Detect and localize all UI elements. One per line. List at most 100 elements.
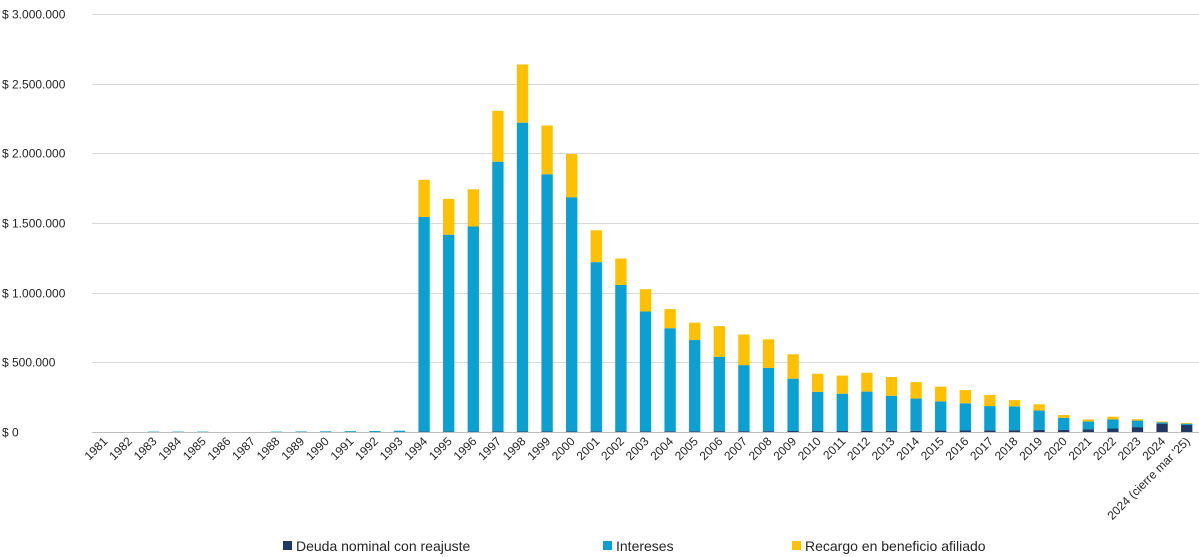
bar-segment [1181,425,1193,432]
y-tick-label: $ 1.500.000 [2,217,66,231]
bar-segment [1033,404,1045,411]
x-tick-label: 2006 [697,434,726,463]
bar-segment [1131,419,1144,421]
y-tick-label: $ 1.000.000 [2,287,66,301]
bar-segment [984,394,996,407]
legend-label: Recargo en beneficio afiliado [805,538,986,554]
bar-segment [984,406,996,431]
bar-segment [541,174,553,432]
bar-segment [615,285,627,432]
bar-segment [492,431,504,433]
bar-segment [762,431,775,432]
x-tick-label: 2016 [943,434,972,463]
bar-segment [590,431,602,433]
bar-segment [689,431,701,433]
bar-segment [566,197,578,432]
legend-swatch [283,541,292,550]
bar-segment [1058,415,1070,418]
x-tick-label: 2014 [893,434,922,463]
x-tick-label: 2001 [574,434,603,463]
bar-segment [1033,429,1045,432]
bar-segment [270,431,283,433]
x-tick-label: 1993 [377,434,406,463]
bar-segment [1131,427,1144,432]
y-tick-label: $ 500.000 [2,356,56,370]
bar-segment [492,110,504,162]
legend-label: Deuda nominal con reajuste [296,538,471,554]
bar-segment [787,378,799,432]
bar-segment [1082,421,1094,430]
bar-segment [590,230,602,263]
bar-segment [1058,429,1070,432]
bar-segment [689,340,701,432]
bar-segment [418,217,430,432]
x-tick-label: 2012 [844,434,873,463]
bar-segment [1181,423,1193,426]
bar-segment [713,356,725,432]
bar-segment [492,161,504,432]
x-tick-label: 1999 [524,434,553,463]
bar-segment [295,431,307,433]
x-tick-label: 2018 [992,434,1021,463]
x-tick-label: 1982 [106,434,135,463]
bar-segment [1082,429,1094,432]
bar-segment [836,431,848,432]
x-tick-label: 2004 [647,434,676,463]
bar-segment [762,339,775,368]
legend-swatch [792,541,801,550]
bar-segment [566,431,578,433]
bar-segment [689,322,701,341]
x-tick-label: 2015 [918,434,947,463]
x-tick-label: 2022 [1090,434,1119,463]
bar-segment [787,431,799,432]
bar-segment [369,431,381,432]
bar-segment [615,258,627,285]
bar-segment [812,373,824,392]
bar-segment [443,431,455,433]
bar-segment [393,430,406,432]
legend-swatch [603,541,612,550]
bar-segment [787,354,799,379]
bar-segment [738,431,750,432]
x-tick-label: 1994 [401,434,430,463]
bar-segment [516,431,529,433]
x-tick-label: 1990 [303,434,332,463]
x-tick-label: 2011 [820,434,848,462]
x-tick-label: 2019 [1016,434,1045,463]
bar-segment [566,154,578,198]
bar-segment [836,393,848,432]
x-tick-label: 1987 [229,434,258,463]
bar-segment [1082,419,1094,422]
bar-segment [713,431,725,432]
x-tick-label: 2003 [623,434,652,463]
bar-segment [812,391,824,432]
bar-segment [172,431,184,433]
x-tick-label: 2000 [549,434,578,463]
bar-segment [1033,410,1045,430]
x-tick-label: 2023 [1115,434,1144,463]
bar-segment [418,431,430,433]
y-tick-label: $ 2.000.000 [2,147,66,161]
bar-segment [910,382,922,399]
bar-segment [959,390,971,404]
bar-segment [664,328,676,432]
x-tick-label: 1981 [82,434,111,463]
bar-segment [885,430,898,432]
bar-segment [959,403,971,431]
bar-segment [197,431,209,433]
bar-segment [1156,421,1168,423]
bar-segment [443,234,455,432]
bar-segment [935,386,947,402]
x-tick-label: 1997 [475,434,504,463]
bar-segment [885,376,898,396]
bar-segment [762,367,775,432]
x-tick-label: 2013 [869,434,898,463]
bar-segment [1181,422,1193,424]
bar-segment [959,430,971,432]
bar-segment [443,198,455,235]
bar-segment [812,431,824,432]
x-tick-label: 2009 [770,434,799,463]
x-tick-label: 2008 [746,434,775,463]
x-axis-tick-labels: 1981198219831984198519861987198819891990… [82,434,1193,523]
